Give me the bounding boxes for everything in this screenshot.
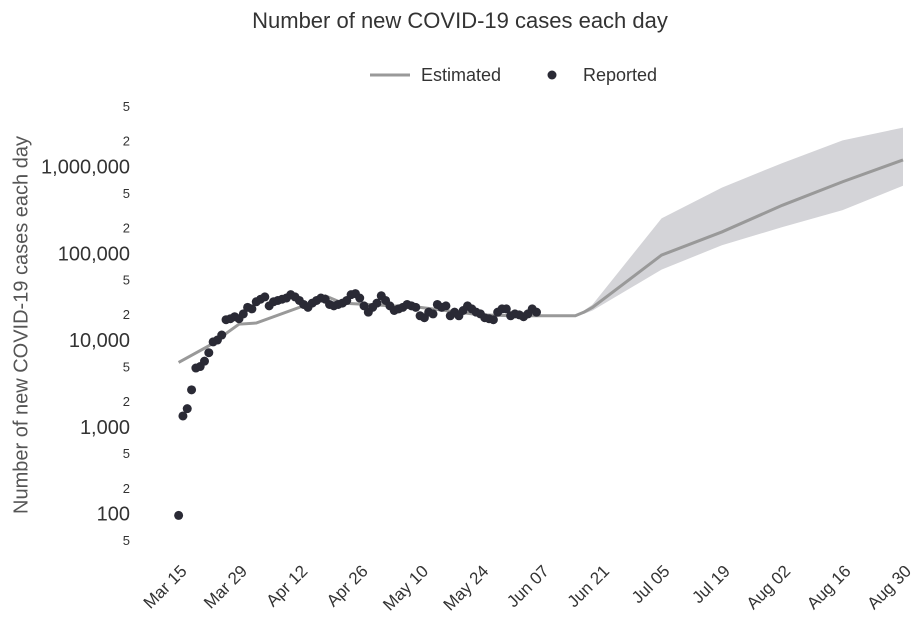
reported-point (199, 356, 209, 366)
reported-point (428, 309, 438, 319)
y-tick-label: 2 (123, 307, 130, 322)
reported-point (182, 404, 192, 414)
x-tick-label: Aug 02 (743, 562, 795, 614)
x-tick-label: May 10 (379, 562, 432, 615)
y-tick-label: 5 (123, 533, 130, 548)
reported-point (204, 348, 214, 358)
legend-marker (547, 70, 557, 80)
y-tick-label: 100 (97, 504, 130, 526)
y-tick-label: 2 (123, 220, 130, 235)
y-tick-label: 2 (123, 481, 130, 496)
y-tick-label: 5 (123, 273, 130, 288)
x-tick-label: Jul 05 (628, 562, 674, 608)
y-tick-label: 100,000 (58, 243, 130, 265)
legend: Estimated Reported (370, 65, 657, 85)
reported-point (411, 302, 421, 312)
reported-point (359, 301, 369, 311)
y-tick-label: 2 (123, 134, 130, 149)
x-tick-label: Jul 19 (688, 562, 734, 608)
y-tick-label: 10,000 (69, 330, 130, 352)
y-tick-label: 5 (123, 99, 130, 114)
reported-point (532, 307, 541, 317)
y-tick-label: 5 (123, 186, 130, 201)
reported-point (488, 315, 498, 325)
chart-title: Number of new COVID-19 cases each day (252, 8, 668, 33)
legend-label: Reported (583, 65, 657, 85)
x-tick-label: Jun 07 (503, 562, 553, 612)
reported-point (238, 309, 248, 319)
y-tick-label: 1,000 (80, 417, 130, 439)
reported-point (501, 304, 511, 314)
y-tick-label: 2 (123, 394, 130, 409)
x-tick-label: Mar 15 (140, 562, 191, 613)
y-tick-label: 1,000,000 (41, 157, 130, 179)
reported-point (260, 292, 270, 302)
x-tick-label: May 24 (440, 562, 493, 615)
x-tick-label: Aug 30 (863, 562, 915, 614)
reported-point (355, 293, 365, 303)
y-tick-label: 5 (123, 359, 130, 374)
reported-point (178, 411, 188, 421)
reported-point (187, 385, 197, 395)
x-tick-label: Jun 21 (564, 562, 614, 612)
reported-point (174, 510, 184, 520)
reported-point (217, 330, 227, 340)
y-tick-label: 5 (123, 446, 130, 461)
reported-point (372, 298, 382, 308)
reported-point (441, 301, 451, 311)
x-tick-label: Aug 16 (803, 562, 855, 614)
x-tick-label: Apr 26 (323, 562, 372, 611)
x-tick-label: Mar 29 (200, 562, 251, 613)
reported-point (247, 304, 257, 314)
confidence-band (575, 127, 903, 316)
y-axis-title: Number of new COVID-19 cases each day (10, 136, 32, 514)
x-tick-label: Apr 12 (262, 562, 311, 611)
legend-label: Estimated (421, 65, 501, 85)
